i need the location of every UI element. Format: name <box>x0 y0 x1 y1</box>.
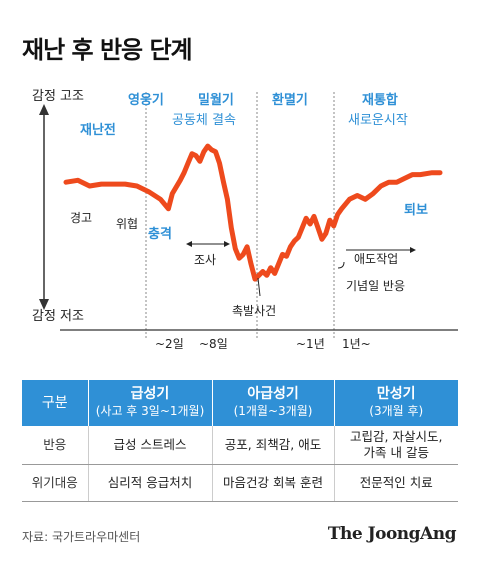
phase-label-hero: 영웅기 <box>128 92 164 108</box>
y-axis-arrowhead-down <box>39 299 49 310</box>
annotation-investigation: 조사 <box>194 253 216 267</box>
page-title: 재난 후 반응 단계 <box>22 36 193 64</box>
y-axis-top-label: 감정 고조 <box>32 89 84 104</box>
brand-logo: The JoongAng <box>327 524 457 544</box>
disaster-response-chart: 감정 고조 감정 저조 재난전 영웅기 밀월기 공동체 결속 환멸기 재통합 새… <box>32 89 458 351</box>
x-tick-label: ~8일 <box>199 337 228 351</box>
table-cell: 전문적인 치료 <box>333 464 458 502</box>
phase-label-pre: 재난전 <box>80 122 116 138</box>
table-cell: 마음건강 회복 훈련 <box>211 464 334 502</box>
table-row: 반응 급성 스트레스 공포, 죄책감, 애도 고립감, 자살시도, 가족 내 갈… <box>22 426 458 465</box>
y-axis-bottom-label: 감정 저조 <box>32 309 84 324</box>
annotation-threat: 위협 <box>116 217 138 231</box>
phase-table: 구분 급성기 (사고 후 3일~1개월) 아급성기 (1개월~3개월) 만성기 (3개… <box>22 380 458 502</box>
table-row-header: 반응 <box>22 426 88 465</box>
annotation-setback: 퇴보 <box>404 202 428 218</box>
table-header-cell: 급성기 (사고 후 3일~1개월) <box>88 380 213 426</box>
grief-work-arrowhead <box>410 247 416 253</box>
x-tick-label: ~1년 <box>296 337 325 351</box>
annotation-warning: 경고 <box>70 211 92 225</box>
phase-label-honeymoon: 밀월기 <box>198 92 234 108</box>
investigation-arrowhead-right <box>224 241 230 247</box>
phase-subtitle-reintegration: 새로운시작 <box>348 113 408 128</box>
table-header-cell: 아급성기 (1개월~3개월) <box>212 380 335 426</box>
x-tick-label: 1년~ <box>342 337 371 351</box>
y-axis-arrowhead-up <box>39 104 49 115</box>
table-header-cell: 만성기 (3개월 후) <box>334 380 458 426</box>
table-cell: 심리적 응급처치 <box>87 464 212 502</box>
table-cell: 급성 스트레스 <box>87 426 212 465</box>
annotation-grief-work: 애도작업 <box>354 252 398 266</box>
table-cell: 고립감, 자살시도, 가족 내 갈등 <box>333 426 458 465</box>
table-cell: 공포, 죄책감, 애도 <box>211 426 334 465</box>
trigger-pointer <box>257 277 261 297</box>
phase-label-reintegration: 재통합 <box>362 92 398 108</box>
table-header-row: 구분 급성기 (사고 후 3일~1개월) 아급성기 (1개월~3개월) 만성기 (3개… <box>22 380 458 426</box>
response-curve-line <box>63 143 443 282</box>
annotation-shock: 충격 <box>148 226 172 242</box>
annotation-anniversary: 기념일 반응 <box>346 279 405 293</box>
table-row: 위기대응 심리적 응급처치 마음건강 회복 훈련 전문적인 치료 <box>22 464 458 502</box>
phase-label-disillusion: 환멸기 <box>272 92 308 108</box>
source-note: 자료: 국가트라우마센터 <box>22 530 141 544</box>
anniversary-pointer <box>337 261 345 269</box>
x-tick-label: ~2일 <box>155 337 184 351</box>
table-header-cell: 구분 <box>22 380 89 426</box>
annotation-trigger-event: 촉발사건 <box>232 304 276 318</box>
investigation-arrowhead-left <box>186 241 192 247</box>
table-row-header: 위기대응 <box>22 464 88 502</box>
phase-subtitle-honeymoon: 공동체 결속 <box>172 113 236 128</box>
